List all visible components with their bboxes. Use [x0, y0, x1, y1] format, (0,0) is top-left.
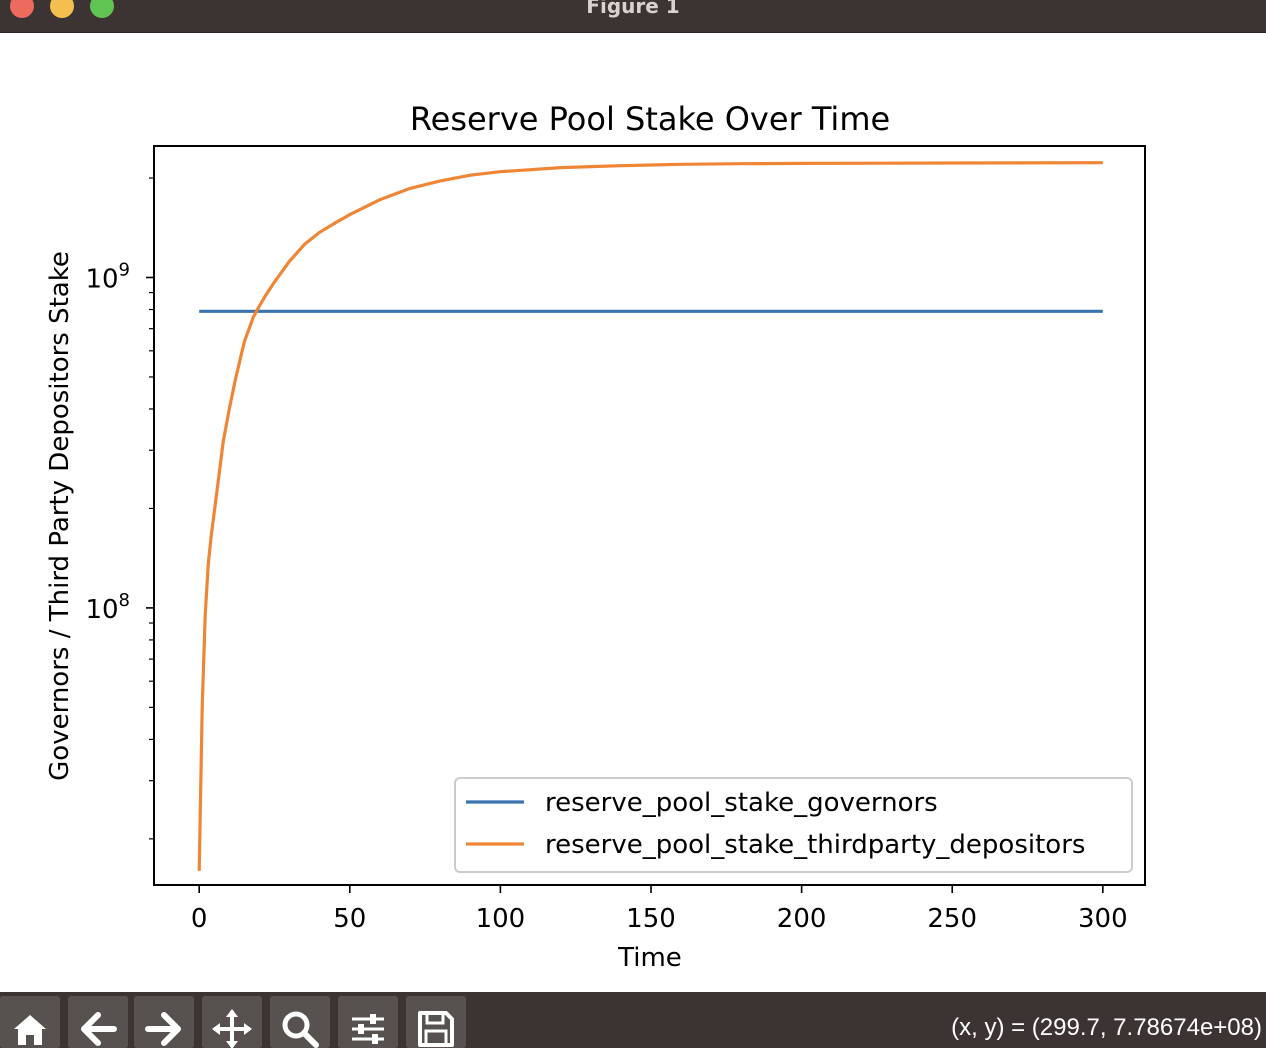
configure-subplots-button[interactable]	[338, 996, 398, 1048]
y-tick-label: 108	[85, 590, 130, 625]
move-icon	[212, 1009, 252, 1049]
y-axis-label: Governors / Third Party Depositors Stake	[45, 251, 75, 781]
back-arrow-icon	[81, 1012, 117, 1046]
y-tick-label: 109	[85, 259, 130, 294]
window-title: Figure 1	[586, 0, 680, 18]
forward-button[interactable]	[134, 996, 194, 1048]
x-tick-label: 50	[333, 904, 366, 934]
magnifier-icon	[282, 1011, 319, 1048]
chart: Reserve Pool Stake Over Time Time Govern…	[45, 100, 1146, 973]
x-tick-label: 300	[1078, 904, 1128, 934]
floppy-disk-icon	[418, 1011, 454, 1047]
save-button[interactable]	[406, 996, 466, 1048]
sliders-icon	[352, 1014, 384, 1044]
x-tick-label: 250	[927, 904, 977, 934]
back-button[interactable]	[68, 996, 128, 1048]
navigation-toolbar	[0, 992, 1266, 1049]
chart-title: Reserve Pool Stake Over Time	[410, 100, 890, 138]
axes-frame	[153, 145, 1146, 886]
x-axis-label: Time	[617, 943, 682, 973]
maximize-window-button[interactable]	[90, 0, 114, 18]
legend: reserve_pool_stake_governors reserve_pool…	[454, 777, 1133, 873]
minimize-window-button[interactable]	[50, 0, 74, 18]
legend-box	[454, 777, 1133, 873]
home-button[interactable]	[0, 996, 60, 1048]
cursor-coordinates: (x, y) = (299.7, 7.78674e+08)	[951, 1014, 1262, 1041]
legend-label: reserve_pool_stake_thirdparty_depositors	[545, 830, 1085, 860]
forward-arrow-icon	[145, 1012, 181, 1046]
pan-button[interactable]	[202, 996, 262, 1049]
window-titlebar: Figure 1	[0, 0, 1266, 33]
close-window-button[interactable]	[10, 0, 34, 18]
home-icon	[14, 1015, 46, 1045]
x-tick-label: 0	[191, 904, 208, 934]
x-tick-label: 200	[777, 904, 827, 934]
figure-canvas[interactable]: Reserve Pool Stake Over Time Time Govern…	[0, 33, 1266, 992]
x-tick-label: 150	[626, 904, 676, 934]
zoom-button[interactable]	[270, 996, 330, 1048]
x-tick-label: 100	[476, 904, 526, 934]
legend-label: reserve_pool_stake_governors	[545, 788, 938, 818]
series-line-reserve-pool-stake-thirdparty-depositors	[197, 161, 1103, 871]
